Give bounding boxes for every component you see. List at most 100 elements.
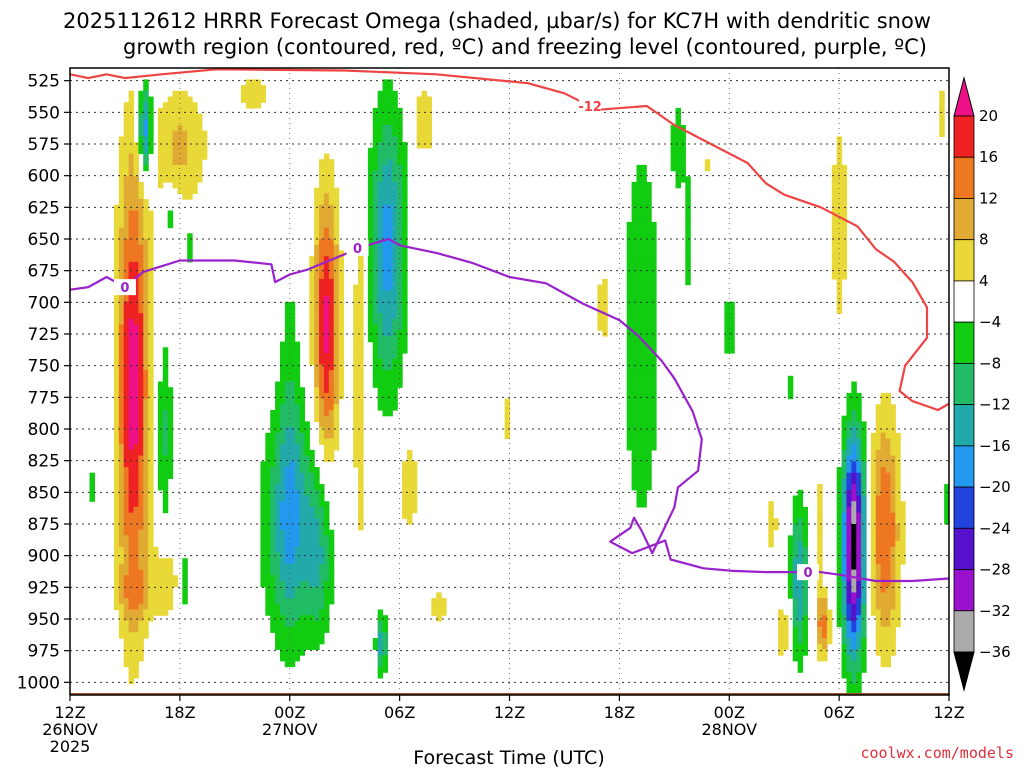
omega-cell [836,467,843,474]
omega-cell [841,449,848,457]
omega-cell [323,364,335,371]
omega-cell [338,347,345,354]
omega-cell [279,358,301,365]
omega-cell [323,233,330,240]
omega-cell [402,221,408,229]
omega-cell [314,313,320,320]
omega-cell [851,586,857,593]
omega-cell [309,330,315,337]
omega-cell [626,444,657,451]
y-tick-label: 725 [28,325,60,345]
omega-cell [870,592,877,599]
omega-cell [875,546,891,554]
omega-cell [143,199,149,206]
omega-cell [89,472,96,479]
omega-cell [504,410,511,417]
omega-cell [172,142,188,149]
omega-cell [157,410,164,417]
omega-cell [299,615,315,622]
omega-cell [333,318,340,326]
omega-cell [148,546,159,554]
omega-cell [113,592,120,599]
omega-cell [314,387,320,394]
omega-cell [323,387,330,394]
omega-cell [402,472,418,479]
omega-cell [275,495,286,502]
dgz-contour-line [70,68,949,412]
omega-cell [631,478,652,485]
omega-cell [275,643,320,650]
omega-cell [797,638,804,645]
omega-cell [875,586,882,593]
omega-cell [319,261,325,269]
omega-cell [270,535,276,542]
omega-cell [895,472,901,479]
omega-cell [392,125,403,132]
omega-cell [797,660,804,668]
omega-cell [113,546,125,554]
omega-cell [626,278,657,286]
omega-cell [338,273,345,280]
omega-cell [284,432,296,440]
omega-cell [138,210,144,217]
omega-cell [382,164,393,172]
omega-cell [319,398,325,405]
omega-cell [841,649,848,656]
omega-cell [836,153,843,160]
omega-cell [846,569,852,576]
omega-cell [382,85,393,92]
omega-cell [260,524,271,531]
omega-cell [377,392,398,400]
omega-cell [284,615,301,622]
omega-cell [338,392,345,400]
omega-cell [353,421,364,428]
omega-cell [880,489,891,497]
omega-cell [123,495,130,502]
omega-cell [299,449,305,457]
omega-cell [787,535,794,542]
omega-cell [792,655,804,662]
omega-cell [138,484,144,491]
omega-cell [284,495,301,502]
omega-cell [416,142,432,149]
omega-cell [123,518,144,525]
omega-cell [323,427,335,434]
omega-cell [402,250,408,257]
omega-cell [123,609,144,616]
omega-cell [372,119,403,126]
omega-cell [372,204,379,212]
omega-cell [367,273,374,280]
y-tick-label: 575 [28,135,60,155]
omega-cell [792,552,799,559]
omega-cell [861,444,867,451]
omega-cell [817,592,828,599]
omega-cell [836,546,843,554]
omega-cell [626,227,657,234]
omega-cell [797,541,804,548]
omega-cell [314,353,320,360]
x-tick-label: 06Z [823,703,854,722]
omega-cell [851,592,857,599]
omega-cell [309,256,315,263]
omega-cell [841,506,848,514]
omega-cell [802,638,808,645]
omega-cell [851,489,857,497]
omega-cell [895,546,906,554]
omega-cell [299,529,320,536]
omega-cell [939,102,945,109]
omega-cell [319,358,335,365]
omega-cell [162,364,169,371]
omega-cell [333,204,340,212]
omega-cell [436,615,442,622]
omega-cell [309,341,315,348]
omega-cell [118,472,125,479]
omega-cell [113,421,120,428]
omega-cell [123,296,130,303]
omega-cell [382,204,393,212]
y-tick-label: 550 [28,103,60,123]
omega-cell [685,233,691,240]
omega-cell [367,278,374,286]
colorbar-tick-label: −28 [979,561,1011,579]
omega-cell [895,489,901,497]
omega-cell [851,410,857,417]
